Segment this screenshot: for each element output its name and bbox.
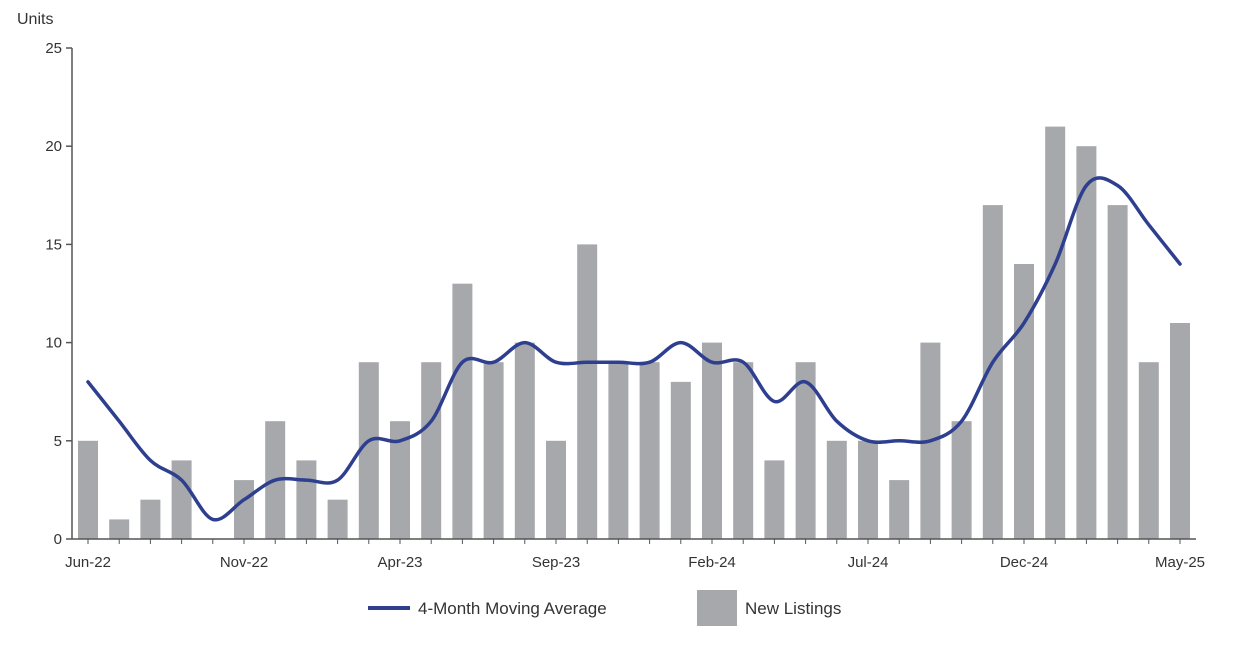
- x-tick-label: Dec-24: [1000, 554, 1048, 571]
- bar-Jul-22: [109, 519, 130, 539]
- bar-Mar-23: [358, 362, 379, 539]
- y-tick-label: 10: [45, 335, 62, 352]
- legend-label-new-listings: New Listings: [745, 599, 841, 618]
- bar-May-25: [1170, 323, 1190, 539]
- bar-Jun-22: [78, 440, 98, 539]
- bar-Feb-24: [702, 342, 722, 539]
- moving-average-line: [86, 176, 1182, 522]
- bar-Aug-24: [889, 480, 910, 539]
- x-tick-label: Jul-24: [848, 554, 889, 571]
- bar-Jul-23: [483, 362, 504, 539]
- bar-Nov-23: [608, 362, 629, 539]
- bar-Apr-24: [764, 460, 785, 539]
- x-tick-label: Nov-22: [220, 554, 268, 571]
- bar-Feb-23: [327, 499, 348, 539]
- bar-Sep-22: [171, 460, 192, 539]
- bar-Jun-23: [452, 283, 473, 539]
- bar-May-24: [795, 362, 816, 539]
- legend-label-moving-average: 4-Month Moving Average: [418, 599, 607, 618]
- axes: 0 5 10 15 20 25 Jun-22 Nov-22 Apr-23 Sep-23 Feb-24…: [45, 40, 1205, 571]
- y-tick-label: 25: [45, 40, 62, 57]
- bar-Nov-22: [234, 480, 254, 539]
- x-tick-label: Sep-23: [532, 554, 580, 571]
- bar-Aug-22: [140, 499, 161, 539]
- legend: 4-Month Moving Average New Listings: [368, 590, 841, 626]
- bar-Oct-23: [577, 244, 598, 539]
- bar-Mar-25: [1107, 205, 1128, 539]
- bar-Jan-23: [296, 460, 317, 539]
- x-tick-label: Jun-22: [65, 554, 111, 571]
- bar-Mar-24: [733, 362, 754, 539]
- bar-Dec-23: [639, 362, 660, 539]
- bar-Aug-23: [514, 342, 535, 539]
- bar-Dec-24: [1014, 264, 1034, 539]
- y-tick-label: 15: [45, 236, 62, 253]
- bar-Nov-24: [982, 205, 1003, 539]
- bar-Feb-25: [1076, 146, 1097, 539]
- y-tick-label: 20: [45, 138, 62, 155]
- legend-box-swatch: [697, 590, 737, 626]
- y-axis-title: Units: [17, 11, 53, 28]
- bar-Oct-24: [951, 421, 972, 539]
- bar-Apr-23: [390, 421, 410, 539]
- x-tick-label: May-25: [1155, 554, 1205, 571]
- bar-May-23: [421, 362, 442, 539]
- x-tick-label: Apr-23: [377, 554, 422, 571]
- y-tick-label: 5: [54, 433, 62, 450]
- bar-Jun-24: [826, 440, 847, 539]
- bar-series: [78, 126, 1190, 539]
- y-tick-label: 0: [54, 531, 62, 548]
- bar-Jul-24: [858, 440, 878, 539]
- bar-Sep-23: [546, 440, 566, 539]
- x-tick-label: Feb-24: [688, 554, 736, 571]
- bar-Jan-25: [1045, 126, 1066, 539]
- bar-Apr-25: [1138, 362, 1159, 539]
- bar-Jan-24: [670, 381, 691, 539]
